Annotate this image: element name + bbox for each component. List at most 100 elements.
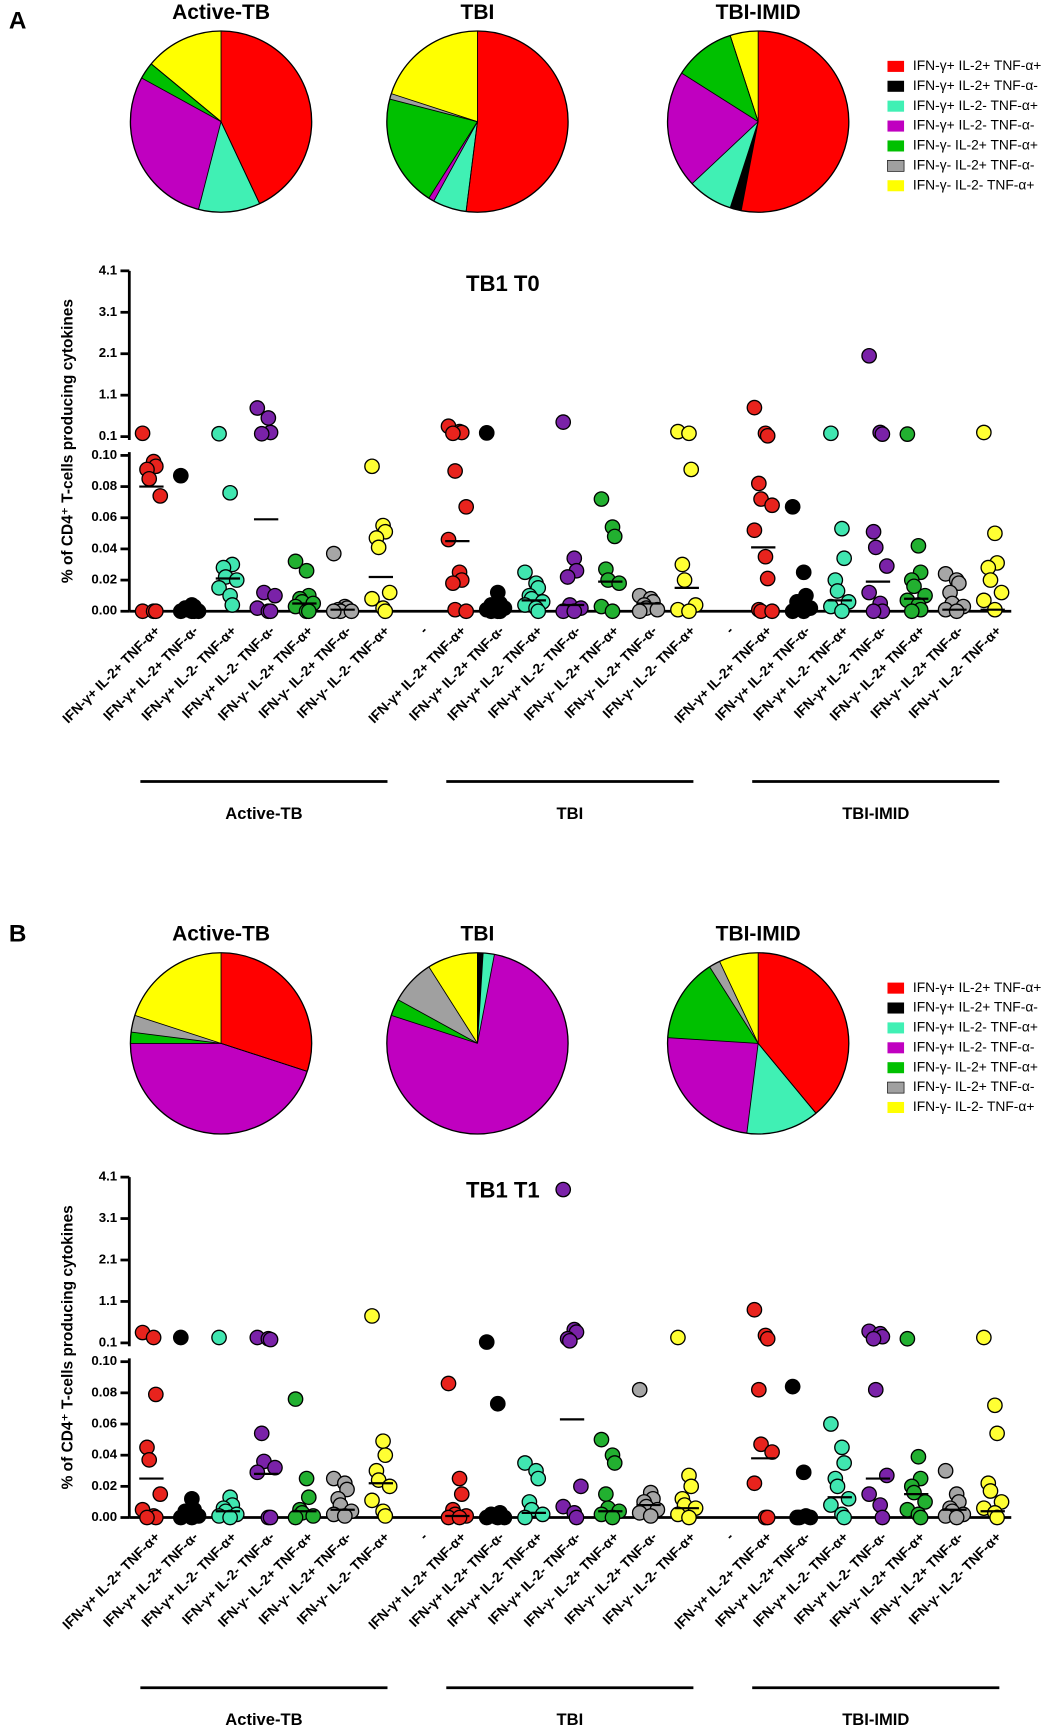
data-point: [840, 1490, 857, 1507]
data-point: [152, 488, 169, 504]
slice-edge: [220, 1042, 308, 1072]
group-label: TBI: [557, 804, 584, 823]
data-point: [899, 426, 916, 442]
data-point: [211, 1329, 227, 1346]
x-tick-label: -: [722, 1528, 737, 1543]
slice-edge: [465, 121, 478, 212]
legend-swatch: [887, 1042, 905, 1054]
data-point: [517, 1455, 533, 1471]
group-label: TBI: [557, 1710, 584, 1729]
pie-slice: [391, 31, 478, 122]
data-point: [874, 426, 891, 442]
data-point: [937, 1462, 954, 1479]
data-point: [993, 584, 1010, 601]
pie-title: Active-TB: [172, 1, 270, 24]
data-point: [746, 399, 763, 416]
data-point: [364, 458, 380, 475]
data-point: [746, 1475, 763, 1492]
slice-edge: [391, 93, 478, 123]
data-point: [834, 1439, 850, 1456]
x-tick-label: -: [416, 622, 431, 637]
panel-label: A: [9, 8, 27, 35]
legend-label: IFN-γ+ IL-2+ TNF-α-: [913, 77, 1038, 93]
y-axis-label: % of CD4⁺ T-cells producing cytokines: [60, 299, 77, 583]
data-point: [325, 545, 342, 562]
slice-edge: [746, 1043, 759, 1134]
x-tick-label: -: [416, 1528, 431, 1543]
data-point: [906, 578, 922, 595]
data-point: [483, 603, 500, 620]
slice-edge: [150, 63, 222, 122]
y-tick-label: 0.02: [91, 1478, 117, 1493]
data-point: [478, 1334, 495, 1350]
data-point: [604, 603, 621, 620]
data-point: [681, 603, 697, 620]
data-point: [861, 1486, 877, 1502]
data-point: [300, 603, 317, 620]
slice-edge: [719, 961, 759, 1044]
y-tick-label: 4.1: [99, 262, 117, 277]
y-tick-label: 0.02: [91, 572, 117, 587]
legend-swatch: [887, 180, 905, 192]
pie-outline: [386, 30, 569, 213]
y-tick-label: 3.1: [99, 304, 117, 319]
data-point: [764, 497, 780, 514]
slice-edge: [729, 121, 759, 208]
data-point: [670, 1329, 686, 1346]
data-point: [989, 1425, 1005, 1442]
data-point: [753, 1436, 769, 1453]
data-point: [325, 603, 342, 620]
pie-title: TBI-IMID: [716, 923, 801, 946]
slice-edge: [428, 966, 478, 1044]
slice-edge: [389, 98, 478, 123]
data-point: [823, 1416, 839, 1432]
slice-edge: [681, 72, 759, 123]
slice-edge: [691, 121, 759, 185]
data-point: [676, 572, 693, 588]
pie-slice: [667, 1037, 759, 1134]
data-point: [598, 1486, 614, 1502]
legend-label: IFN-γ- IL-2+ TNF-α-: [913, 156, 1035, 172]
legend-label: IFN-γ- IL-2- TNF-α+: [913, 176, 1035, 192]
panel-label: B: [9, 920, 27, 947]
pie-slice: [741, 31, 849, 213]
data-point: [559, 569, 576, 585]
group-label: Active-TB: [225, 804, 302, 823]
legend-swatch: [887, 159, 905, 172]
data-point: [784, 1378, 801, 1395]
slice-edge: [391, 1014, 478, 1044]
data-point: [865, 603, 882, 620]
slice-edge: [134, 1014, 222, 1044]
data-point: [260, 410, 277, 426]
pie-slice: [141, 63, 222, 122]
data-point: [681, 1509, 697, 1526]
y-tick-label: 0.1: [99, 1334, 117, 1349]
slice-edge: [198, 121, 222, 210]
legend-swatch: [887, 120, 905, 132]
data-point: [262, 1509, 279, 1526]
data-point: [267, 1459, 283, 1476]
slice-edge: [757, 1043, 817, 1114]
data-point: [224, 597, 241, 613]
data-point: [453, 1486, 470, 1502]
data-point: [764, 603, 780, 620]
data-point: [561, 1332, 578, 1349]
y-axis-label: % of CD4⁺ T-cells producing cytokines: [60, 1205, 77, 1489]
data-point: [982, 1483, 999, 1499]
legend-swatch: [887, 982, 905, 994]
data-point: [750, 1381, 767, 1398]
data-point: [982, 572, 999, 588]
pie-slice: [391, 999, 478, 1044]
data-point: [746, 522, 763, 539]
data-point: [683, 461, 700, 478]
pie-slice: [130, 1043, 308, 1135]
pie-slice: [719, 952, 759, 1044]
data-point: [141, 1452, 158, 1468]
data-point: [604, 1509, 621, 1526]
data-point: [253, 425, 270, 442]
pie-slice: [681, 35, 759, 122]
pie-outline: [386, 952, 569, 1135]
data-point: [343, 603, 360, 620]
legend-label: IFN-γ+ IL-2+ TNF-α-: [913, 999, 1038, 1015]
data-point: [568, 1509, 585, 1526]
